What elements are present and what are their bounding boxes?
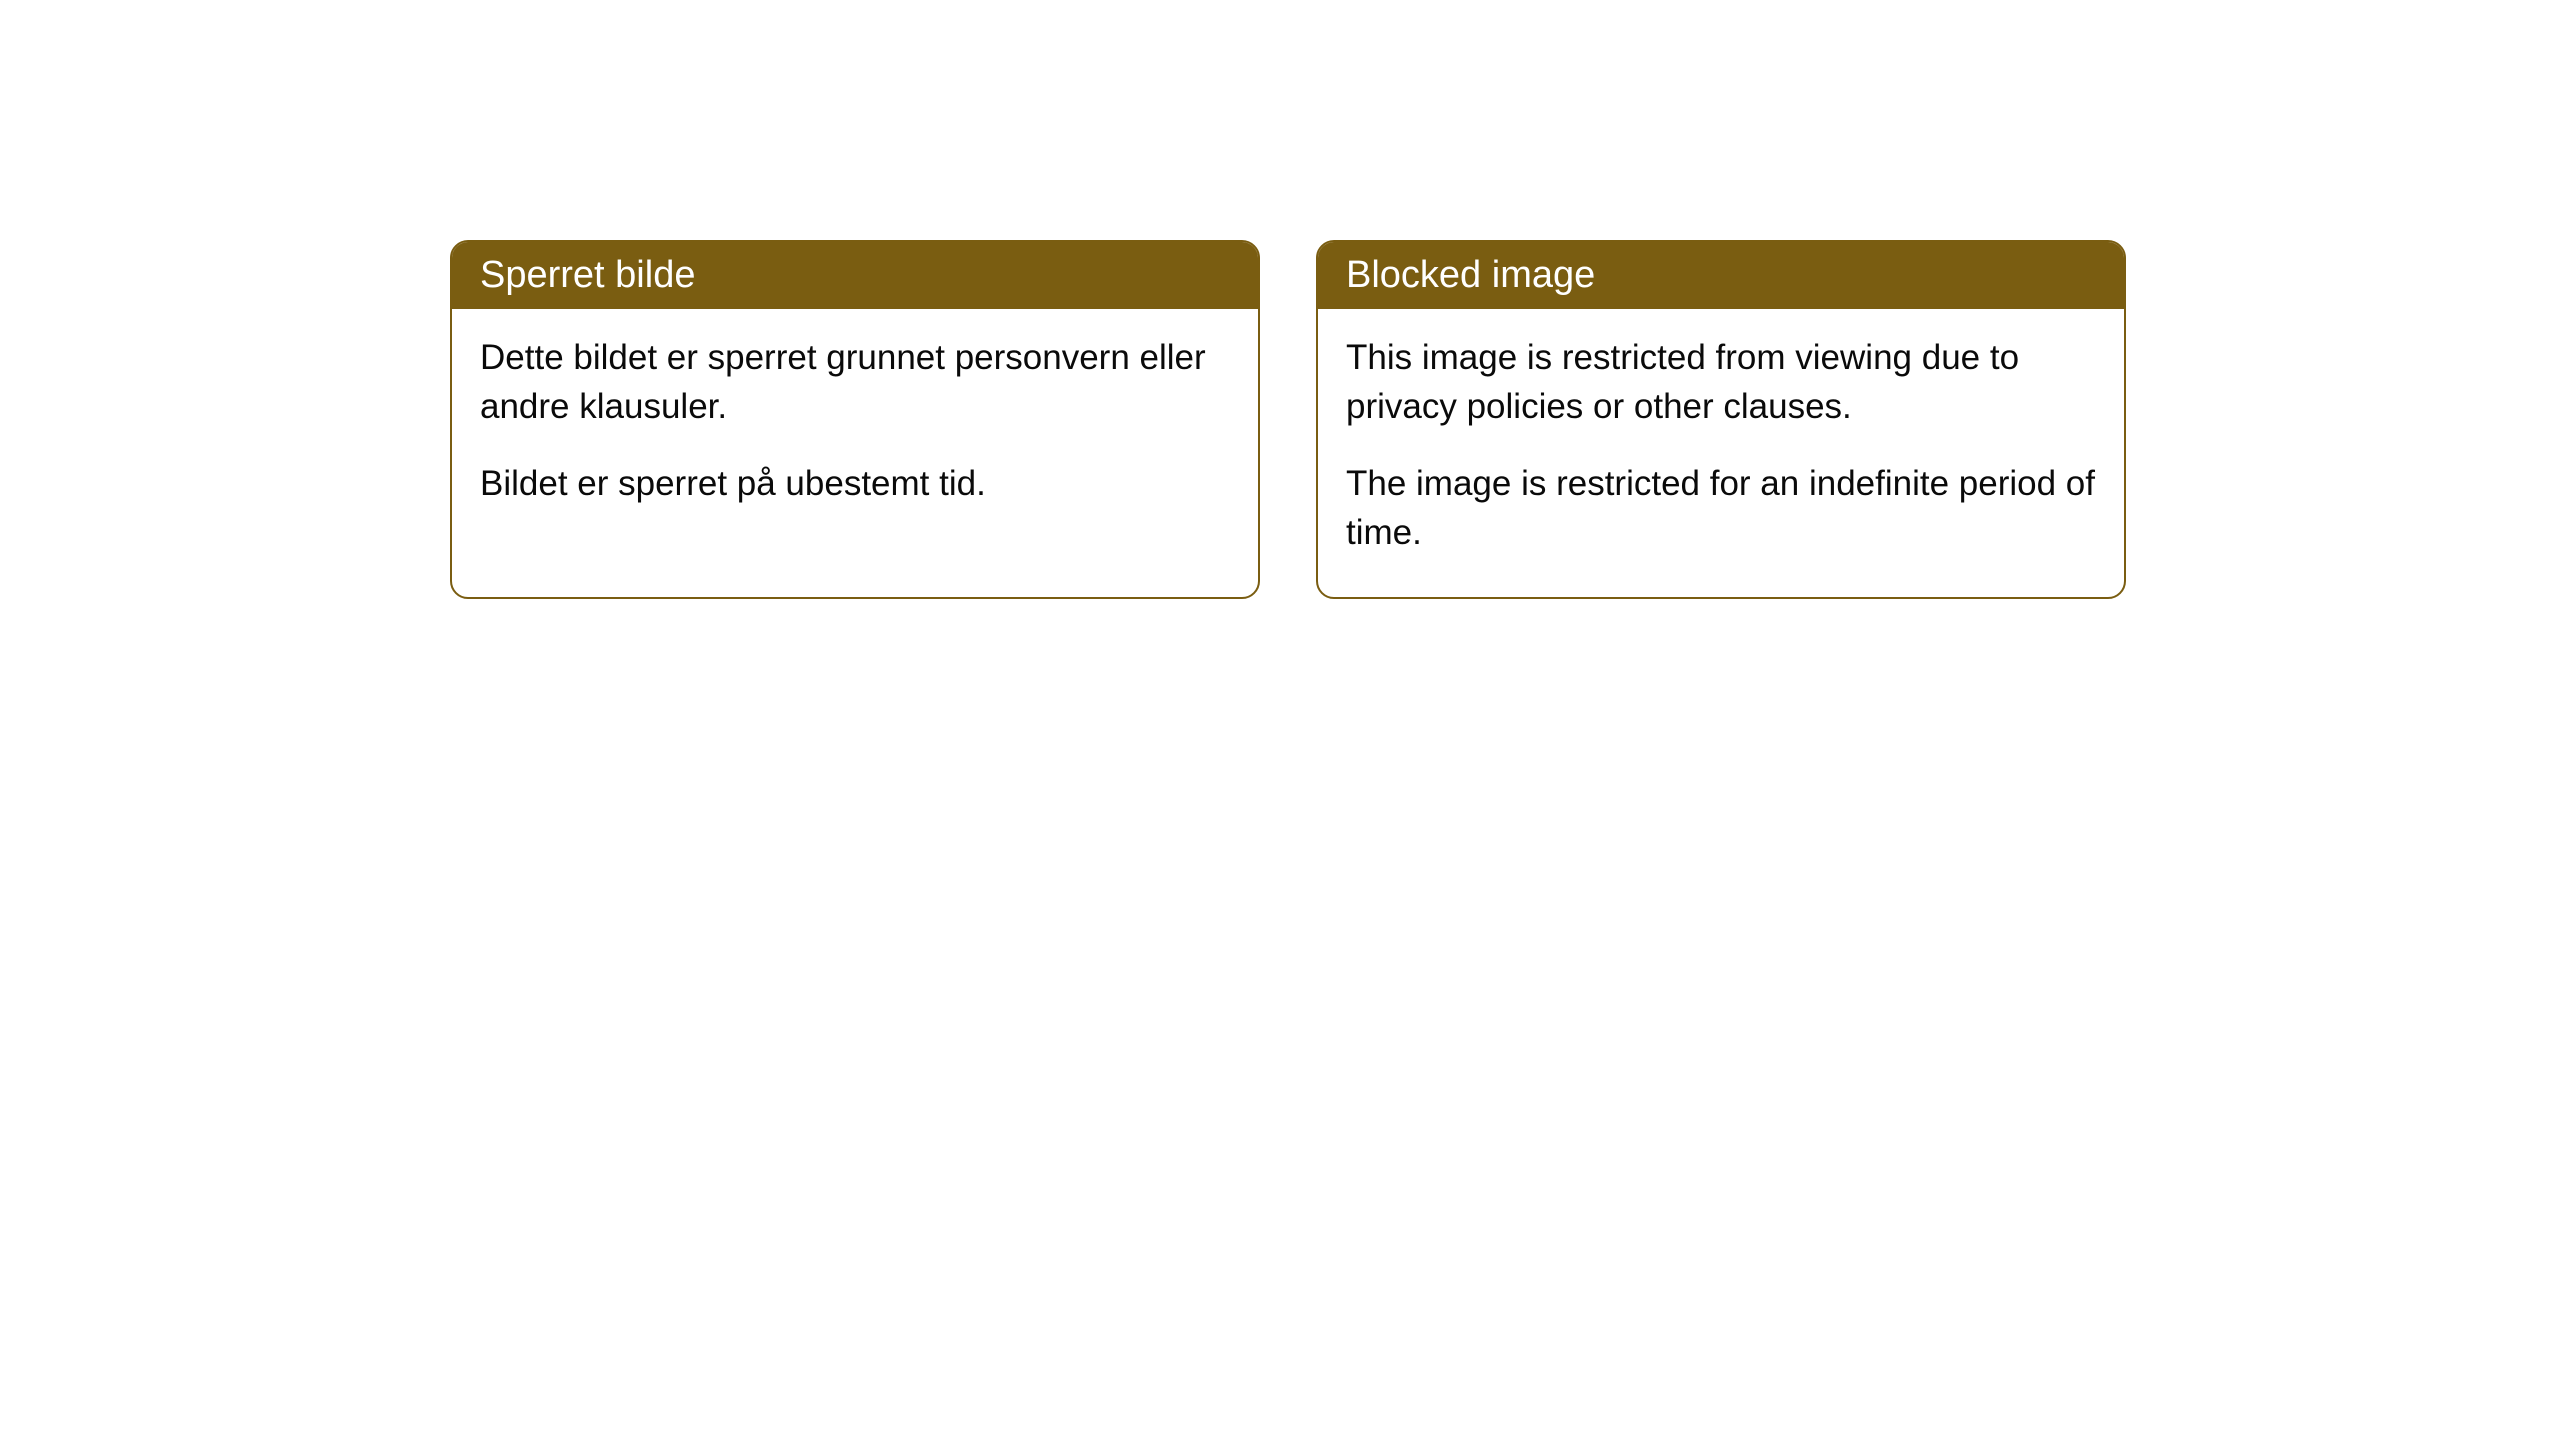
blocked-image-card-english: Blocked image This image is restricted f… (1316, 240, 2126, 599)
card-paragraph-1-norwegian: Dette bildet er sperret grunnet personve… (480, 333, 1230, 431)
card-paragraph-2-english: The image is restricted for an indefinit… (1346, 459, 2096, 557)
blocked-image-card-norwegian: Sperret bilde Dette bildet er sperret gr… (450, 240, 1260, 599)
card-body-norwegian: Dette bildet er sperret grunnet personve… (452, 309, 1258, 548)
card-paragraph-2-norwegian: Bildet er sperret på ubestemt tid. (480, 459, 1230, 508)
card-body-english: This image is restricted from viewing du… (1318, 309, 2124, 597)
card-header-english: Blocked image (1318, 242, 2124, 309)
card-header-norwegian: Sperret bilde (452, 242, 1258, 309)
cards-container: Sperret bilde Dette bildet er sperret gr… (450, 240, 2126, 599)
card-paragraph-1-english: This image is restricted from viewing du… (1346, 333, 2096, 431)
